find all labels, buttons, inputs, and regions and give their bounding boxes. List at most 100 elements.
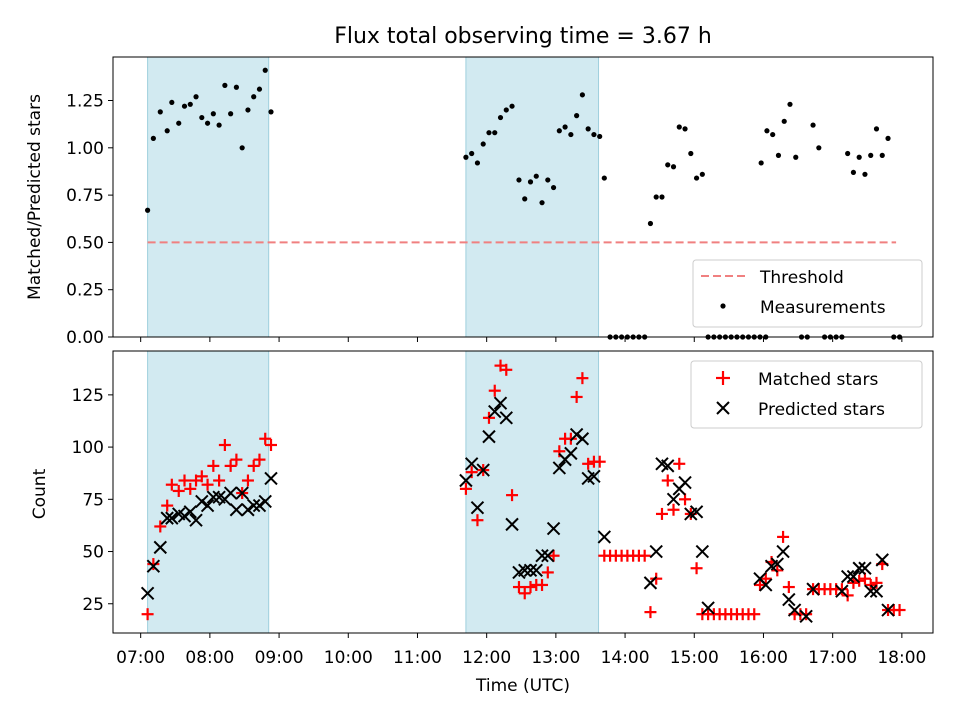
measurement-point (550, 184, 557, 191)
predicted-stars-point (689, 505, 704, 519)
legend-predicted-label: Predicted stars (758, 400, 885, 420)
measurement-point (245, 107, 251, 113)
matched-stars-point (524, 581, 537, 594)
measurement-point (539, 200, 545, 206)
matched-stars-point (459, 482, 472, 495)
measurement-point (579, 92, 585, 98)
matched-stars-point (655, 507, 668, 520)
matched-stars-point (759, 572, 772, 585)
predicted-stars-point (229, 503, 244, 517)
top-y-tick-label: 0.00 (66, 328, 104, 348)
measurement-point (676, 124, 682, 130)
bottom-legend-box (690, 360, 923, 429)
measurement-point (522, 196, 528, 202)
measurement-point (480, 141, 486, 147)
measurement-point (562, 124, 568, 130)
predicted-stars-point (770, 557, 785, 571)
measurement-point (775, 152, 782, 158)
bottom-y-tick-label: 75 (82, 490, 104, 510)
measurement-point (228, 111, 234, 117)
measurement-point (873, 126, 880, 132)
predicted-stars-point (246, 498, 261, 513)
top-y-tick-label: 1.25 (66, 92, 104, 112)
predicted-stars-point (488, 404, 502, 419)
x-tick-label: 13:00 (531, 648, 580, 668)
measurement-point (601, 175, 607, 181)
bottom-observing-window (465, 350, 600, 634)
predicted-stars-point (541, 549, 555, 563)
matched-stars-point (835, 583, 848, 596)
matched-stars-point (154, 520, 167, 533)
measurement-point (509, 103, 515, 109)
predicted-stars-point (546, 521, 561, 536)
chart-title: Flux total observing time = 3.67 h (334, 24, 712, 49)
top-legend: Threshold Measurements (692, 259, 923, 328)
matched-stars-point (230, 453, 243, 466)
x-tick-label: 10:00 (324, 648, 373, 668)
measurement-point (862, 171, 868, 177)
matched-stars-point (518, 587, 531, 600)
predicted-stars-point (776, 544, 790, 559)
matched-stars-point (673, 457, 686, 470)
matched-stars-point (224, 459, 237, 472)
matched-stars-point (500, 363, 513, 376)
measurement-point (251, 94, 257, 100)
measurement-point (176, 120, 182, 126)
matched-stars-point (141, 608, 154, 621)
measurement-point (793, 154, 799, 160)
x-tick-label: 16:00 (739, 648, 788, 668)
predicted-stars-point (695, 544, 710, 559)
top-legend-box (692, 259, 923, 328)
predicted-stars-point (661, 459, 675, 473)
predicted-stars-point (459, 473, 473, 488)
top-panel-frame (112, 56, 934, 338)
measurement-point (770, 131, 776, 138)
predicted-stars-point (252, 498, 267, 513)
matched-stars-point (195, 470, 208, 483)
predicted-stars-point (470, 500, 485, 515)
predicted-stars-point (189, 513, 203, 527)
predicted-stars-point (258, 494, 272, 509)
matched-stars-point (512, 581, 525, 594)
measurement-point (856, 154, 862, 160)
predicted-stars-point (482, 429, 496, 444)
measurement-point (845, 150, 851, 157)
measurement-point (210, 111, 216, 117)
predicted-stars-point (881, 603, 895, 617)
matched-stars-point (541, 566, 554, 579)
predicted-stars-point (782, 592, 796, 607)
predicted-stars-point (869, 584, 884, 598)
measurement-point (469, 150, 475, 157)
legend-threshold-label: Threshold (759, 268, 844, 288)
matched-stars-point (165, 478, 178, 491)
predicted-stars-point (846, 569, 861, 584)
bottom-y-tick-label: 50 (82, 543, 104, 563)
legend-measurements-swatch (720, 303, 726, 309)
matched-stars-point (253, 453, 266, 466)
legend-predicted-swatch (716, 401, 730, 415)
matched-stars-point (265, 439, 278, 451)
matched-stars-point (853, 574, 866, 587)
x-tick-label: 08:00 (185, 648, 234, 668)
measurement-point (688, 150, 694, 157)
predicted-stars-point (852, 561, 866, 575)
legend-matched-label: Matched stars (758, 370, 878, 390)
predicted-stars-point (523, 563, 538, 578)
top-y-axis-label: Matched/Predicted stars (25, 94, 45, 300)
top-observing-window (147, 56, 270, 338)
predicted-stars-point (575, 432, 590, 446)
predicted-stars-point (140, 586, 155, 601)
predicted-stars-point (569, 427, 584, 442)
predicted-stars-point (241, 503, 255, 517)
measurement-point (486, 130, 492, 136)
matched-stars-point (841, 589, 854, 602)
matched-stars-point (207, 459, 220, 472)
predicted-stars-point (529, 563, 543, 578)
measurement-point (533, 173, 539, 179)
bottom-panel-frame (112, 350, 934, 634)
measurement-point (781, 118, 787, 124)
predicted-stars-point (806, 582, 820, 596)
matched-stars-point (564, 432, 577, 445)
predicted-stars-point (146, 559, 161, 573)
